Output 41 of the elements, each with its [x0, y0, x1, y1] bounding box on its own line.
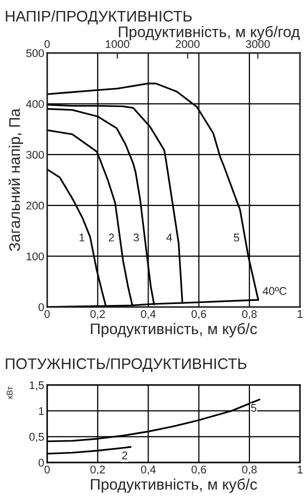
- y-tick-label: 0: [38, 303, 44, 312]
- x-axis-title: Продуктивність, м куб/с: [90, 478, 257, 493]
- x-tick-label: 1: [298, 310, 303, 318]
- series-label: 5: [251, 404, 256, 412]
- series-label: 1: [80, 234, 84, 242]
- x-tick-label: 0,2: [90, 310, 105, 320]
- y-tick-label: 0: [38, 458, 44, 467]
- x-tick-label: 0,8: [242, 466, 257, 475]
- x-tick-label: 0,4: [140, 310, 156, 320]
- x-tick-label: 0,6: [192, 466, 206, 475]
- y-axis-title: кВт: [6, 386, 13, 399]
- x2-tick-label: 3000: [246, 40, 270, 48]
- y-tick-label: 300: [26, 150, 44, 159]
- series-label: 4: [166, 234, 172, 242]
- x-tick-label: 0: [44, 310, 50, 318]
- y-tick-label: 100: [26, 252, 44, 260]
- x-tick-label: 1: [298, 466, 303, 474]
- x2-axis-title: Продуктивність, м куб/год: [118, 26, 300, 40]
- x2-tick-label: 2000: [176, 40, 200, 48]
- y-tick-label: 1: [39, 407, 44, 415]
- y-tick-label: 1,5: [30, 381, 44, 390]
- y-axis-title: Загальний напір, Па: [8, 108, 24, 252]
- x-axis-title: Продуктивність, м куб/с: [90, 322, 257, 338]
- y-tick-label: 0,5: [29, 432, 44, 442]
- series-label: 40ºC: [262, 287, 286, 295]
- y-tick-label: 500: [26, 49, 44, 58]
- x-tick-label: 0,6: [192, 310, 206, 320]
- series-label: 5: [234, 234, 240, 242]
- y-tick-label: 400: [26, 100, 44, 108]
- chart-title: НАПІР/ПРОДУКТИВНІСТЬ: [6, 10, 192, 24]
- x-tick-label: 0,2: [90, 466, 105, 475]
- series-label: 2: [122, 451, 128, 460]
- series-label: 2: [108, 234, 114, 242]
- x-tick-label: 0,8: [242, 310, 257, 320]
- series-label: 3: [134, 234, 139, 242]
- chart-title: ПОТУЖНІСТЬ/ПРОДУКТИВНІСТЬ: [6, 358, 246, 372]
- x2-tick-label: 0: [44, 40, 50, 48]
- x-tick-label: 0,4: [140, 466, 156, 475]
- x2-tick-label: 1000: [106, 40, 130, 48]
- y-tick-label: 200: [26, 202, 44, 210]
- x-tick-label: 0: [44, 466, 50, 474]
